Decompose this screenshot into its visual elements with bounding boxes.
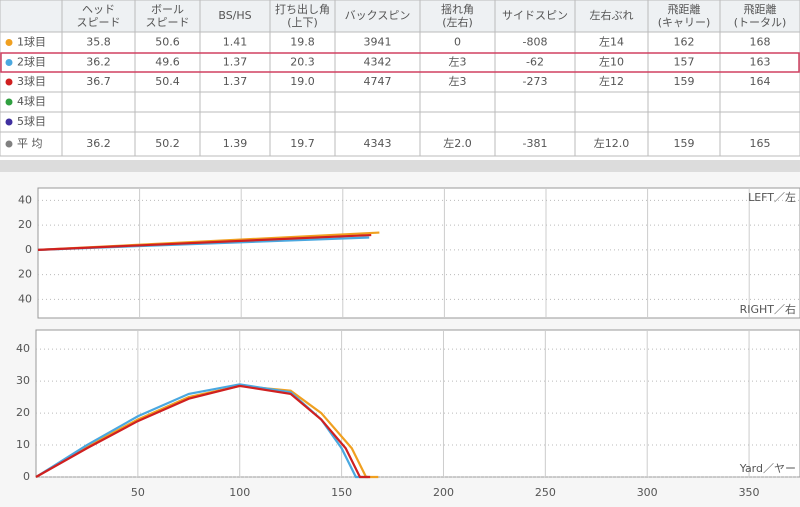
cell: 左3 [449, 56, 467, 69]
y-tick-label: 30 [16, 374, 30, 387]
x-tick-label: 250 [535, 486, 556, 499]
row-dot [5, 78, 13, 86]
column-header: 飛距離 [668, 2, 701, 16]
row-label: 5球目 [17, 114, 46, 128]
x-tick-label: 50 [131, 486, 145, 499]
cell: 36.2 [86, 56, 111, 69]
cell: 165 [750, 137, 771, 150]
trajectory [35, 383, 369, 479]
column-header: 飛距離 [744, 2, 777, 16]
row-label: 1球目 [17, 35, 46, 49]
plot-area [37, 187, 800, 319]
cell: 左3 [449, 75, 467, 88]
column-header: (キャリー) [658, 16, 711, 29]
column-header: (左右) [442, 15, 473, 29]
cell: 19.0 [290, 75, 315, 88]
cell: 50.6 [155, 36, 180, 49]
column-header: バックスピン [345, 9, 411, 22]
cell: 4343 [364, 137, 392, 150]
direction-label: LEFT／左 [748, 191, 796, 204]
cell: 36.7 [86, 75, 111, 88]
y-tick-label: 40 [18, 193, 32, 206]
cell: -381 [523, 137, 548, 150]
column-header: BS/HS [218, 9, 251, 22]
cell: 左10 [599, 56, 624, 69]
cell: 168 [750, 36, 771, 49]
cell: 49.6 [155, 56, 180, 69]
row-dot [5, 39, 13, 46]
cell: 164 [750, 75, 771, 88]
cell: 1.37 [223, 75, 248, 88]
y-tick-label: 20 [18, 268, 32, 281]
cell: 左12.0 [594, 137, 630, 150]
row-label: 平 均 [17, 137, 43, 150]
trajectory [35, 384, 371, 479]
cell: 3941 [364, 36, 392, 49]
column-header: 揺れ角 [441, 3, 474, 16]
cell: 0 [454, 36, 461, 49]
x-tick-label: 150 [331, 486, 352, 499]
cell: 159 [674, 137, 695, 150]
column-header: (トータル) [734, 16, 787, 29]
row-label: 3球目 [17, 74, 46, 88]
x-axis-label: Yard／ヤー [739, 462, 796, 475]
x-tick-label: 100 [229, 486, 250, 499]
row-dot [5, 98, 13, 106]
column-header: ヘッド [82, 3, 115, 16]
row-label: 4球目 [17, 94, 46, 108]
column-header: (上下) [287, 16, 318, 29]
cell: 19.7 [290, 137, 315, 150]
cell: 1.39 [223, 137, 248, 150]
direction-label: RIGHT／右 [740, 302, 796, 316]
row-dot [5, 140, 13, 148]
cell: 左2.0 [443, 137, 472, 150]
cell: 左12 [599, 75, 624, 88]
cell: 163 [750, 56, 771, 69]
y-tick-label: 0 [25, 243, 32, 256]
plot-area [35, 329, 800, 478]
row-label: 2球目 [17, 55, 46, 69]
cell: 157 [674, 56, 695, 69]
cell: 19.8 [290, 36, 315, 49]
cell: 35.8 [86, 36, 111, 49]
column-header: 打ち出し角 [275, 2, 330, 16]
cell: 50.2 [155, 137, 180, 150]
cell: 1.41 [223, 36, 248, 49]
trajectory [37, 233, 372, 252]
x-tick-label: 200 [433, 486, 454, 499]
y-tick-label: 20 [18, 218, 32, 231]
row-highlight [0, 52, 800, 73]
column-header: 左右ぶれ [590, 8, 634, 22]
cell: 36.2 [86, 137, 111, 150]
y-tick-label: 40 [16, 342, 30, 355]
y-tick-label: 0 [23, 470, 30, 483]
row-dot [5, 118, 13, 126]
cell: 162 [674, 36, 695, 49]
row-dot [5, 59, 13, 66]
cell: 159 [674, 75, 695, 88]
cell: -62 [526, 56, 544, 69]
column-header: サイドスピン [502, 9, 568, 22]
y-tick-label: 10 [16, 438, 30, 451]
cell: -273 [523, 75, 548, 88]
table-header-bg [0, 0, 800, 32]
cell: 50.4 [155, 75, 180, 88]
separator [0, 160, 800, 172]
cell: -808 [523, 36, 548, 49]
x-tick-label: 350 [739, 486, 760, 499]
cell: 4747 [364, 75, 392, 88]
column-header: ボール [151, 3, 184, 16]
cell: 4342 [364, 56, 392, 69]
column-header: スピード [146, 16, 190, 29]
cell: 1.37 [223, 56, 248, 69]
column-header: スピード [77, 16, 121, 29]
x-tick-label: 300 [637, 486, 658, 499]
cell: 20.3 [290, 56, 315, 69]
y-tick-label: 40 [18, 292, 32, 305]
cell: 左14 [599, 36, 624, 49]
y-tick-label: 20 [16, 406, 30, 419]
